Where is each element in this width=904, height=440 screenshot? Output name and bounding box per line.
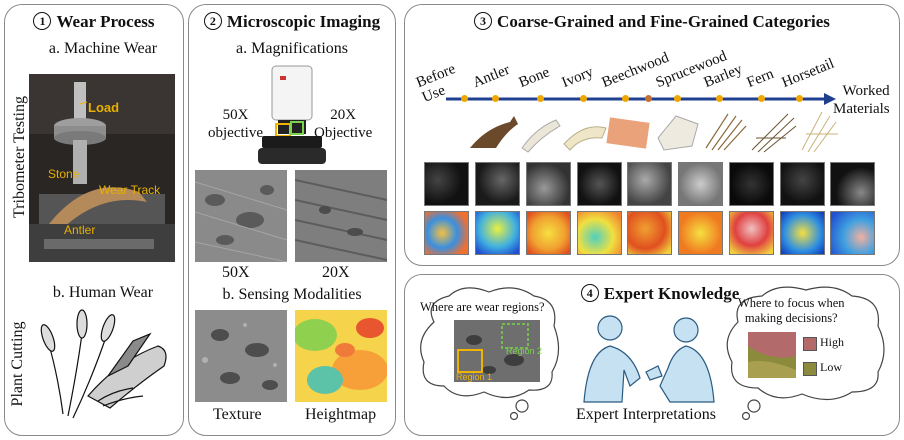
heightmap-image — [295, 310, 387, 402]
timeline-dot — [461, 95, 468, 102]
texture-tile — [729, 162, 774, 206]
texture-tile — [475, 162, 520, 206]
texture-tile — [627, 162, 672, 206]
material-objects — [470, 111, 838, 153]
timeline-dot — [622, 95, 629, 102]
timeline-dot — [492, 95, 499, 102]
micrograph-50x-label: 50X — [222, 264, 250, 281]
magnifications-label: a. Magnifications — [236, 40, 348, 57]
region-1-label: Region 1 — [456, 372, 493, 382]
materials-timeline — [446, 93, 836, 105]
timeline-dot — [645, 95, 652, 102]
region-2-label: Region 2 — [506, 346, 543, 356]
timeline-dot — [674, 95, 681, 102]
timeline-dot — [796, 95, 803, 102]
hand-cutting-sketch — [40, 309, 167, 419]
micrograph-20x-label: 20X — [322, 264, 350, 281]
heightmap-tile — [577, 211, 622, 255]
objective-50x-label: 50X objective — [208, 107, 263, 141]
antler-label: Antler — [64, 223, 96, 237]
step-number: 3 — [474, 12, 493, 30]
timeline-dot — [580, 95, 587, 102]
texture-tile — [577, 162, 622, 206]
texture-tile — [830, 162, 875, 206]
heightmap-label: Heightmap — [305, 406, 377, 423]
texture-tile — [780, 162, 825, 206]
micrograph-50x — [195, 170, 287, 262]
heightmap-tile — [627, 211, 672, 255]
worked-materials-label: Worked Materials — [833, 83, 890, 117]
heightmap-tile — [424, 211, 469, 255]
legend-high-label: High — [820, 335, 844, 349]
heightmap-tile — [830, 211, 875, 255]
texture-image — [195, 310, 287, 402]
panel-categories-title: 3 Coarse-Grained and Fine-Grained Categor… — [404, 12, 900, 32]
heightmap-tile — [526, 211, 571, 255]
wear-regions-image — [454, 320, 540, 382]
machine-wear-label: a. Machine Wear — [48, 40, 158, 57]
sensing-modalities-label: b. Sensing Modalities — [222, 286, 362, 303]
texture-tile — [424, 162, 469, 206]
legend-low-label: Low — [820, 360, 842, 374]
load-label: Load — [88, 100, 120, 115]
step-number: 2 — [203, 12, 222, 30]
heightmap-tile — [729, 211, 774, 255]
texture-tile — [678, 162, 723, 206]
human-wear-label: b. Human Wear — [52, 284, 154, 301]
focus-question: Where to focus when making decisions? — [738, 296, 845, 325]
panel-expert-knowledge-title: 4 Expert Knowledge — [560, 284, 760, 304]
panel-wear-process-title: 1 Wear Process — [4, 12, 184, 32]
wear-track-label: Wear Track — [99, 183, 161, 197]
plant-cutting-label: Plant Cutting — [9, 321, 26, 407]
microscope-icon — [258, 65, 326, 164]
objective-20x-label: 20X Objective — [314, 107, 373, 141]
micrograph-20x — [295, 170, 387, 262]
experts-illustration — [583, 315, 715, 403]
texture-tile — [526, 162, 571, 206]
wear-regions-question: Where are wear regions? — [420, 300, 545, 314]
focus-heatmap-image — [748, 332, 796, 378]
heightmap-tile — [678, 211, 723, 255]
tribometer-photo — [29, 74, 175, 262]
timeline-dot — [716, 95, 723, 102]
heightmap-tile — [475, 211, 520, 255]
timeline-dot — [537, 95, 544, 102]
timeline-dot — [758, 95, 765, 102]
expert-interpretations-caption: Expert Interpretations — [576, 406, 716, 423]
legend-high-swatch — [803, 337, 817, 351]
heightmap-tile — [780, 211, 825, 255]
step-number: 1 — [33, 12, 52, 30]
step-number: 4 — [580, 284, 599, 302]
tribometer-testing-label: Tribometer Testing — [11, 96, 28, 218]
legend-low-swatch — [803, 362, 817, 376]
panel-microscopic-imaging-title: 2 Microscopic Imaging — [188, 12, 396, 32]
stone-label: Stone — [48, 167, 80, 181]
texture-label: Texture — [213, 406, 262, 423]
